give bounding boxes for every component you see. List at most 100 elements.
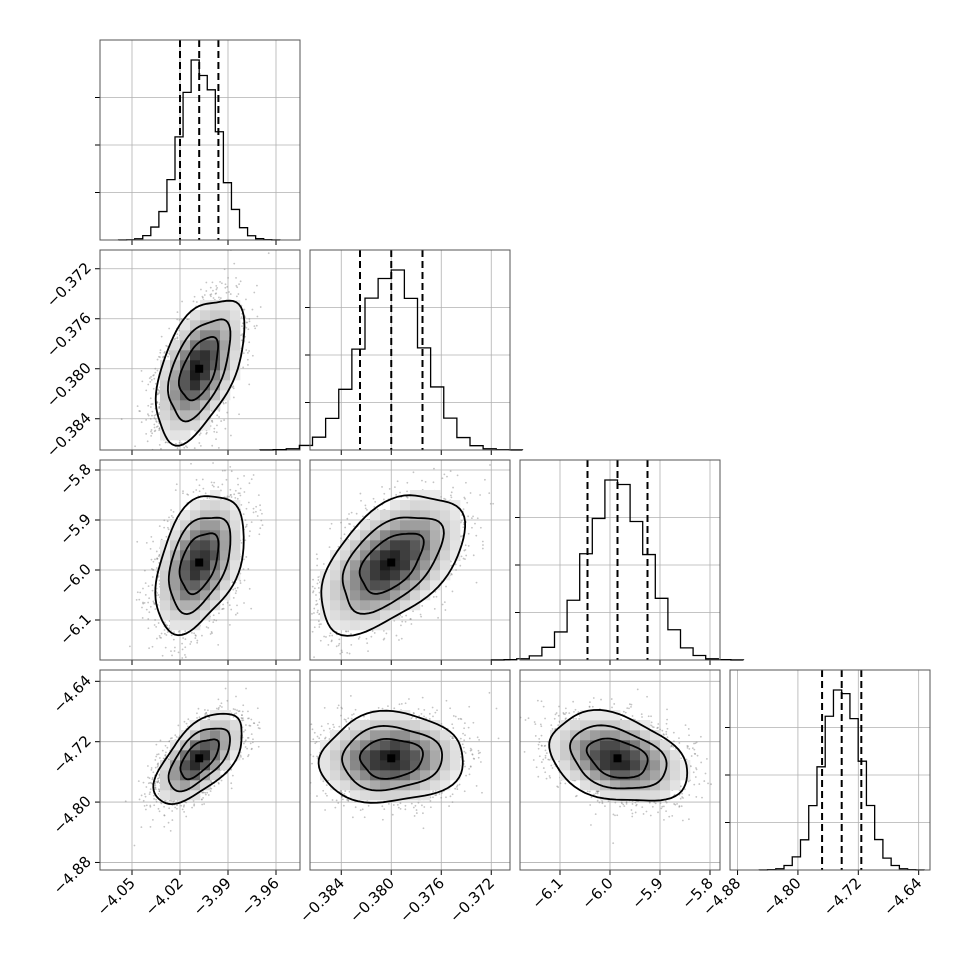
density-cell (190, 390, 201, 401)
density-cell (200, 320, 211, 331)
scatter-point (235, 695, 237, 698)
scatter-point (544, 756, 547, 759)
contour-2 (154, 299, 246, 447)
scatter-point (419, 613, 422, 616)
scatter-point (220, 779, 223, 782)
density-cell (640, 790, 651, 801)
scatter-point (348, 790, 351, 793)
scatter-point (306, 803, 308, 805)
scatter-point (302, 608, 304, 610)
scatter-point (319, 733, 322, 736)
density-cell (380, 570, 391, 581)
density-cell (160, 580, 171, 591)
scatter-point (631, 812, 634, 815)
density-cell (190, 550, 201, 561)
scatter-point (153, 417, 156, 419)
density-cell (440, 740, 451, 751)
scatter-point (156, 369, 159, 372)
scatter-point (449, 494, 452, 497)
density-cell (350, 720, 361, 731)
scatter-point (422, 827, 425, 830)
scatter-point (303, 753, 305, 755)
scatter-point (346, 798, 348, 801)
scatter-point (672, 746, 675, 748)
scatter-point (322, 780, 325, 783)
scatter-point (350, 643, 353, 646)
scatter-point (472, 554, 475, 557)
scatter-point (359, 492, 362, 495)
scatter-point (451, 801, 454, 804)
scatter-point (545, 777, 548, 780)
density-cell (380, 710, 391, 721)
scatter-point (555, 712, 558, 714)
scatter-point (236, 612, 239, 615)
scatter-point (710, 783, 712, 786)
panel-3-1: −0.384−0.380−0.376−0.372 (294, 669, 511, 926)
scatter-point (317, 579, 320, 581)
scatter-point (226, 495, 229, 498)
scatter-point (201, 791, 204, 794)
density-cell (190, 320, 201, 331)
scatter-point (155, 550, 158, 553)
scatter-point (484, 478, 486, 481)
scatter-point (441, 603, 444, 606)
scatter-point (428, 718, 431, 720)
panel-frame (519, 459, 721, 661)
scatter-point (230, 768, 233, 771)
density-cell (640, 730, 651, 741)
scatter-point (401, 615, 403, 618)
scatter-point (348, 726, 350, 729)
density-cell (590, 780, 601, 791)
density-cell (220, 750, 231, 761)
scatter-point (253, 722, 256, 725)
scatter-point (354, 708, 357, 711)
density-cell (170, 600, 181, 611)
density-cell (550, 730, 561, 741)
density-cell (230, 510, 241, 521)
scatter-point (139, 410, 141, 413)
density-cell (220, 370, 231, 381)
scatter-point (152, 560, 155, 563)
scatter-point (164, 744, 167, 747)
scatter-point (201, 295, 204, 298)
scatter-point (228, 495, 231, 498)
density-cell (230, 560, 241, 571)
density-cell (160, 380, 171, 391)
panel-1-1 (259, 249, 524, 455)
scatter-point (432, 596, 435, 598)
scatter-point (294, 761, 296, 763)
scatter-point (152, 794, 155, 797)
scatter-point (184, 656, 187, 659)
scatter-point (410, 802, 413, 805)
scatter-point (209, 790, 212, 793)
scatter-point (631, 815, 634, 818)
density-cell (170, 370, 181, 381)
scatter-point (318, 626, 321, 628)
scatter-point (645, 810, 648, 813)
scatter-point (653, 801, 656, 804)
scatter-point (317, 609, 319, 612)
scatter-point (353, 525, 355, 528)
scatter-point (136, 591, 139, 594)
scatter-point (154, 413, 157, 416)
density-cell (430, 520, 441, 531)
scatter-point (399, 491, 401, 494)
scatter-point (153, 472, 155, 474)
scatter-point (663, 734, 665, 736)
scatter-point (676, 802, 678, 805)
scatter-point (686, 745, 689, 747)
scatter-point (243, 579, 246, 582)
density-cell (650, 770, 661, 781)
scatter-point (451, 723, 454, 726)
density-cell (210, 400, 221, 411)
density-cell (200, 560, 211, 571)
scatter-point (341, 651, 344, 654)
contour-1 (167, 727, 231, 793)
density-cell (390, 590, 401, 601)
scatter-point (226, 496, 228, 499)
density-cell (190, 600, 201, 611)
scatter-point (678, 805, 681, 807)
scatter-point (374, 500, 377, 503)
scatter-point (306, 637, 308, 639)
density-cell (180, 430, 191, 441)
